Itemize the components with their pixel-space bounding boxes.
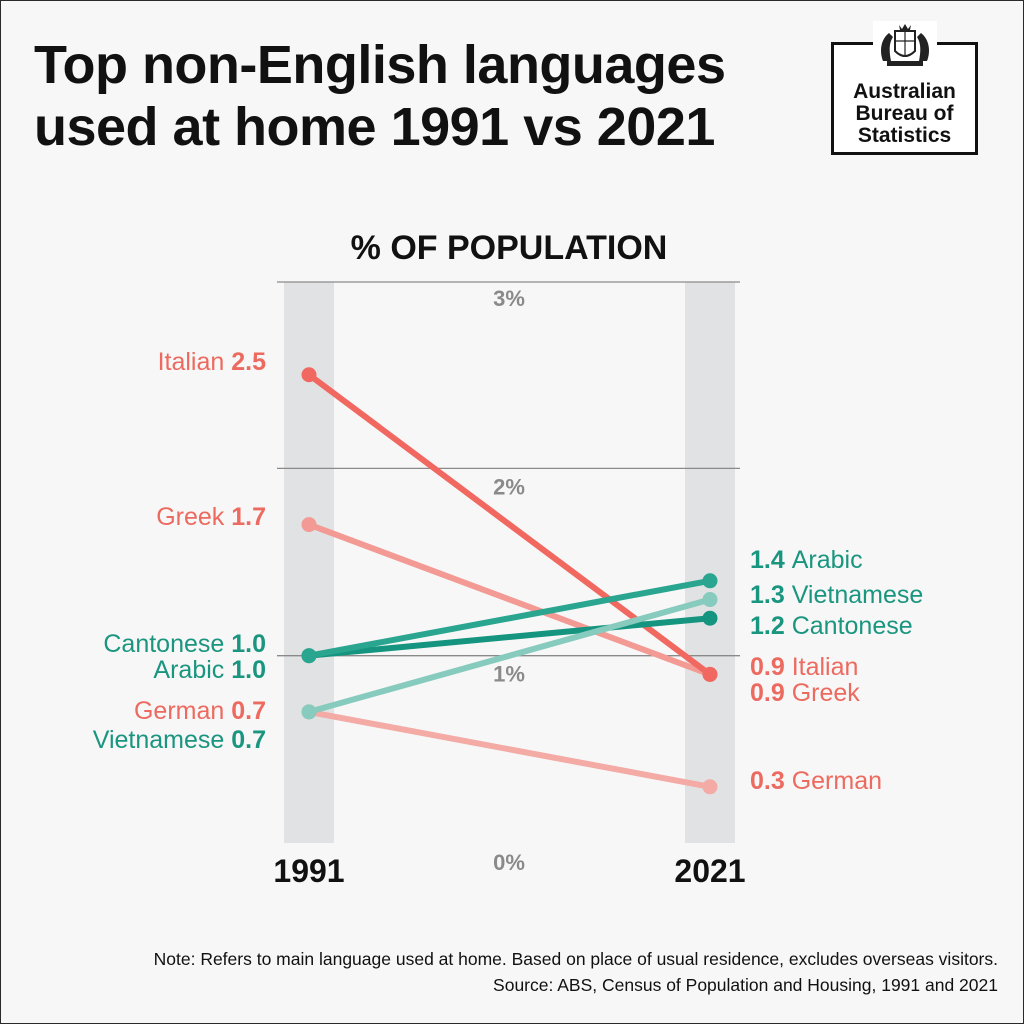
line-italian <box>306 371 713 678</box>
note-text: Note: Refers to main language used at ho… <box>153 949 998 969</box>
series-points <box>301 367 718 795</box>
label-arabic-1991: Arabic 1.0 <box>153 656 266 684</box>
label-vietnamese-2021: 1.3 Vietnamese <box>750 581 923 609</box>
label-german-2021: 0.3 German <box>750 767 882 795</box>
point-vietnamese-2021 <box>702 592 718 608</box>
line-german <box>306 708 713 790</box>
point-vietnamese-1991 <box>301 704 317 720</box>
y-tick-labels: 3% 2% 1% 0% <box>493 286 525 875</box>
label-arabic-2021: 1.4 Arabic <box>750 546 863 574</box>
line-vietnamese <box>306 596 713 715</box>
logo-wordmark: Australian Bureau of Statistics <box>834 81 975 147</box>
chart-title: % OF POPULATION <box>351 229 668 267</box>
line-arabic <box>306 577 713 659</box>
label-greek-2021: 0.9 Greek <box>750 679 860 707</box>
label-german-1991: German 0.7 <box>134 697 266 725</box>
line-cantonese <box>306 615 713 659</box>
point-arabic-1991 <box>301 648 317 664</box>
logo-line-1: Australian <box>853 80 956 103</box>
label-cantonese-2021: 1.2 Cantonese <box>750 612 913 640</box>
series-lines <box>306 371 713 790</box>
point-greek-1991 <box>301 517 317 533</box>
series-labels: Italian 2.5 0.9 Italian Greek 1.7 0.9 Greek… <box>93 348 924 795</box>
abs-logo: Australian Bureau of Statistics <box>831 21 978 155</box>
category-label-1991: 1991 <box>273 853 344 889</box>
point-italian-2021 <box>702 666 718 682</box>
title-line-2: used at home 1991 vs 2021 <box>34 97 715 157</box>
band-2021 <box>685 282 735 843</box>
category-label-2021: 2021 <box>674 853 745 889</box>
y-tick-label: 1% <box>493 662 525 687</box>
point-german-2021 <box>702 779 718 795</box>
point-italian-1991 <box>301 367 317 383</box>
source-text: Source: ABS, Census of Population and Ho… <box>493 975 998 995</box>
y-tick-label: 0% <box>493 850 525 875</box>
point-arabic-2021 <box>702 573 718 589</box>
coat-of-arms-icon <box>872 21 937 69</box>
logo-line-3: Statistics <box>857 124 952 147</box>
label-greek-1991: Greek 1.7 <box>156 503 266 531</box>
category-labels: 1991 2021 <box>273 853 745 889</box>
footnote: Note: Refers to main language used at ho… <box>154 946 998 998</box>
page-title: Top non-English languages used at home 1… <box>34 34 794 158</box>
logo-line-2: Bureau of <box>855 102 954 125</box>
label-vietnamese-1991: Vietnamese 0.7 <box>93 726 266 754</box>
band-1991 <box>284 282 334 843</box>
line-greek <box>306 521 713 678</box>
y-tick-label: 3% <box>493 286 525 311</box>
label-italian-1991: Italian 2.5 <box>158 348 267 376</box>
label-cantonese-1991: Cantonese 1.0 <box>103 630 266 658</box>
label-italian-2021: 0.9 Italian <box>750 653 858 681</box>
title-line-1: Top non-English languages <box>34 35 726 95</box>
y-tick-label: 2% <box>493 474 525 499</box>
point-cantonese-2021 <box>702 610 718 626</box>
